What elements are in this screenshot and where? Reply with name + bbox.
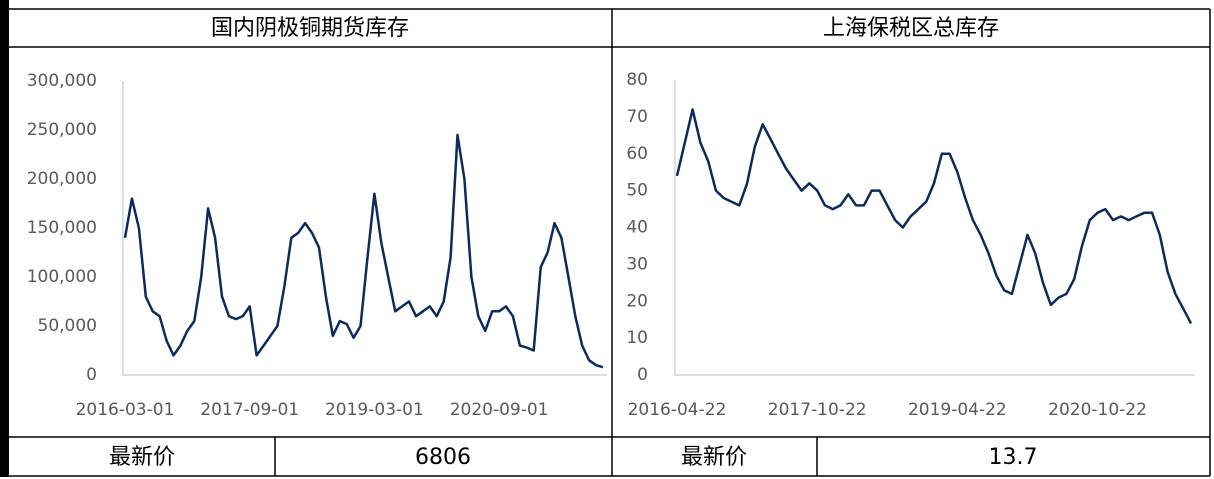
y-tick-label: 50,000 — [38, 316, 97, 336]
y-tick-label: 60 — [626, 144, 648, 164]
y-tick-label: 200,000 — [27, 169, 97, 189]
footer-value: 13.7 — [989, 445, 1038, 470]
y-tick-label: 10 — [626, 328, 648, 348]
data-line — [123, 133, 604, 369]
x-tick-label: 2019-03-01 — [325, 400, 424, 420]
y-tick-label: 50 — [626, 181, 648, 201]
y-tick-label: 20 — [626, 291, 648, 311]
chart-title: 上海保税区总库存 — [823, 16, 999, 41]
y-tick-label: 0 — [86, 365, 97, 385]
x-tick-label: 2017-09-01 — [200, 400, 299, 420]
footer-value: 6806 — [415, 445, 471, 470]
borders — [9, 8, 1211, 477]
x-tick-label: 2017-10-22 — [768, 400, 867, 420]
left-bar — [0, 0, 9, 477]
x-tick-label: 2020-10-22 — [1048, 400, 1147, 420]
y-tick-label: 300,000 — [27, 71, 97, 91]
footer-label: 最新价 — [109, 445, 175, 470]
footer-label: 最新价 — [681, 445, 747, 470]
x-tick-label: 2020-09-01 — [450, 400, 549, 420]
data-line — [675, 108, 1193, 324]
x-tick-label: 2019-04-22 — [908, 400, 1007, 420]
x-tick-label: 2016-04-22 — [628, 400, 727, 420]
y-tick-label: 100,000 — [27, 267, 97, 287]
y-tick-label: 40 — [626, 218, 648, 238]
y-tick-label: 70 — [626, 107, 648, 127]
chart-title: 国内阴极铜期货库存 — [211, 16, 409, 41]
y-tick-label: 250,000 — [27, 120, 97, 140]
y-tick-label: 0 — [637, 365, 648, 385]
y-tick-label: 80 — [626, 70, 648, 90]
y-tick-label: 30 — [626, 254, 648, 274]
x-tick-label: 2016-03-01 — [76, 400, 175, 420]
y-tick-label: 150,000 — [27, 218, 97, 238]
